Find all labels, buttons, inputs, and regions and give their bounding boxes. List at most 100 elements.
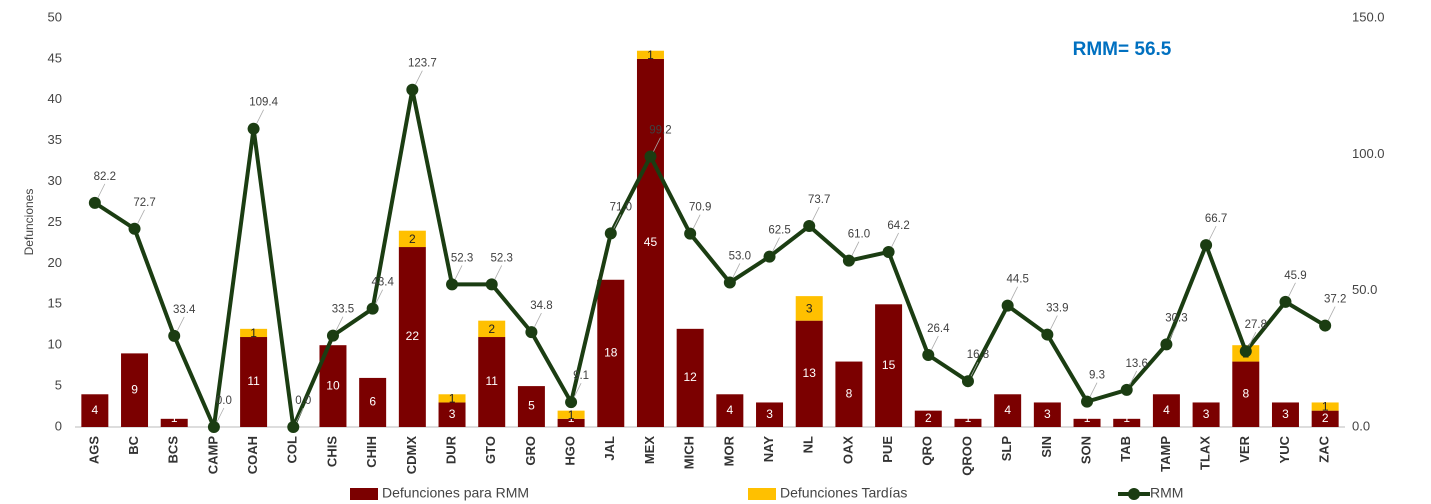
bar-segment bbox=[795, 296, 823, 321]
label-leader bbox=[1248, 332, 1257, 347]
bar-value-label: 1 bbox=[1322, 400, 1329, 414]
label-leader bbox=[176, 316, 185, 332]
bar-value-label: 2 bbox=[409, 232, 416, 246]
line-value-label: 72.7 bbox=[133, 197, 155, 209]
line-value-label: 123.7 bbox=[408, 58, 437, 70]
line-marker bbox=[1200, 239, 1213, 252]
bar-value-label: 1 bbox=[647, 48, 654, 62]
y-tick-label: 10 bbox=[48, 337, 62, 352]
bar-segment bbox=[835, 361, 863, 427]
x-tick-label: COAH bbox=[245, 436, 260, 474]
y2-tick-label: 50.0 bbox=[1352, 282, 1377, 297]
label-leader bbox=[772, 237, 780, 252]
bar-value-label: 1 bbox=[568, 408, 575, 422]
bar-segment bbox=[914, 410, 942, 427]
bar-value-label: 18 bbox=[604, 346, 618, 360]
label-leader bbox=[811, 206, 820, 222]
bar-value-label: 2 bbox=[488, 322, 495, 336]
line-marker bbox=[88, 196, 101, 209]
bar-segment bbox=[81, 394, 109, 427]
y2-tick-label: 100.0 bbox=[1352, 146, 1385, 161]
bar-segment bbox=[676, 328, 704, 427]
label-leader bbox=[851, 241, 860, 256]
line-marker bbox=[287, 421, 300, 433]
bar-segment bbox=[398, 247, 426, 427]
bar-value-label: 10 bbox=[326, 378, 340, 392]
bar-segment bbox=[517, 386, 545, 427]
x-tick-label: OAX bbox=[840, 436, 855, 465]
bar-value-label: 4 bbox=[1163, 403, 1170, 417]
label-leader bbox=[256, 109, 264, 124]
legend-swatch bbox=[350, 488, 378, 500]
label-leader bbox=[891, 232, 899, 248]
line-marker bbox=[1279, 295, 1292, 308]
line-marker bbox=[684, 227, 697, 240]
bar-segment bbox=[1073, 418, 1101, 427]
bar-segment bbox=[438, 394, 466, 403]
bar-value-label: 1 bbox=[171, 411, 178, 425]
bar-value-label: 3 bbox=[1282, 407, 1289, 421]
x-tick-label: GTO bbox=[483, 436, 498, 464]
line-value-label: 44.5 bbox=[1006, 274, 1028, 286]
line-value-label: 9.3 bbox=[1089, 370, 1105, 382]
x-tick-label: PUE bbox=[880, 436, 895, 463]
line-marker bbox=[763, 250, 776, 263]
label-leader bbox=[335, 316, 344, 331]
line-marker bbox=[207, 421, 220, 433]
line-marker bbox=[446, 278, 459, 291]
label-leader bbox=[216, 407, 225, 423]
line-marker bbox=[128, 222, 141, 235]
line-marker bbox=[366, 302, 379, 315]
bar-value-label: 1 bbox=[1084, 411, 1091, 425]
bar-value-label: 2 bbox=[1322, 411, 1329, 425]
line-marker bbox=[723, 276, 736, 289]
bar-value-label: 2 bbox=[925, 411, 932, 425]
label-leader bbox=[1288, 282, 1296, 298]
x-tick-label: NL bbox=[801, 436, 816, 453]
bar-segment bbox=[240, 337, 268, 427]
bar-segment bbox=[557, 410, 585, 419]
line-value-label: 0.0 bbox=[295, 395, 311, 407]
bar-segment bbox=[1311, 410, 1339, 427]
bar-value-label: 8 bbox=[846, 386, 853, 400]
line-value-label: 53.0 bbox=[729, 251, 751, 263]
label-leader bbox=[1089, 382, 1098, 397]
line-marker bbox=[644, 150, 657, 163]
label-leader bbox=[930, 335, 939, 351]
bar-segment bbox=[1271, 402, 1299, 427]
y2-tick-label: 150.0 bbox=[1352, 9, 1385, 24]
annotation: RMM= 56.5 bbox=[1073, 39, 1172, 60]
x-tick-label: HGO bbox=[563, 436, 578, 466]
line-value-label: 27.8 bbox=[1245, 319, 1267, 331]
line-value-label: 52.3 bbox=[491, 252, 513, 264]
line-value-label: 37.2 bbox=[1324, 294, 1346, 306]
x-tick-label: SON bbox=[1078, 436, 1093, 464]
y-tick-label: 20 bbox=[48, 255, 62, 270]
x-tick-label: BC bbox=[126, 435, 141, 454]
label-leader bbox=[414, 70, 423, 85]
line-value-label: 82.2 bbox=[94, 171, 116, 183]
line-value-label: 16.8 bbox=[967, 349, 989, 361]
line-marker bbox=[485, 278, 498, 291]
bar-value-label: 6 bbox=[369, 395, 376, 409]
x-tick-label: VER bbox=[1237, 435, 1252, 462]
line-value-label: 73.7 bbox=[808, 194, 830, 206]
x-tick-label: MICH bbox=[682, 436, 697, 469]
label-leader bbox=[573, 383, 582, 398]
line-marker bbox=[842, 254, 855, 267]
line-value-label: 13.6 bbox=[1126, 358, 1148, 370]
x-tick-label: TAB bbox=[1118, 436, 1133, 462]
x-tick-label: CHIH bbox=[364, 436, 379, 468]
x-tick-label: YUC bbox=[1277, 435, 1292, 463]
line-marker bbox=[922, 349, 935, 362]
y-axis-label: Defunciones bbox=[22, 189, 36, 256]
x-tick-label: MEX bbox=[642, 436, 657, 465]
x-tick-label: CDMX bbox=[404, 436, 419, 475]
bar-value-label: 3 bbox=[449, 407, 456, 421]
x-tick-label: AGS bbox=[86, 436, 101, 465]
bar-segment bbox=[1152, 394, 1180, 427]
bar-segment bbox=[240, 328, 268, 338]
bar-segment bbox=[1192, 402, 1220, 427]
line-value-label: 61.0 bbox=[848, 229, 870, 241]
x-tick-label: SIN bbox=[1039, 436, 1054, 458]
